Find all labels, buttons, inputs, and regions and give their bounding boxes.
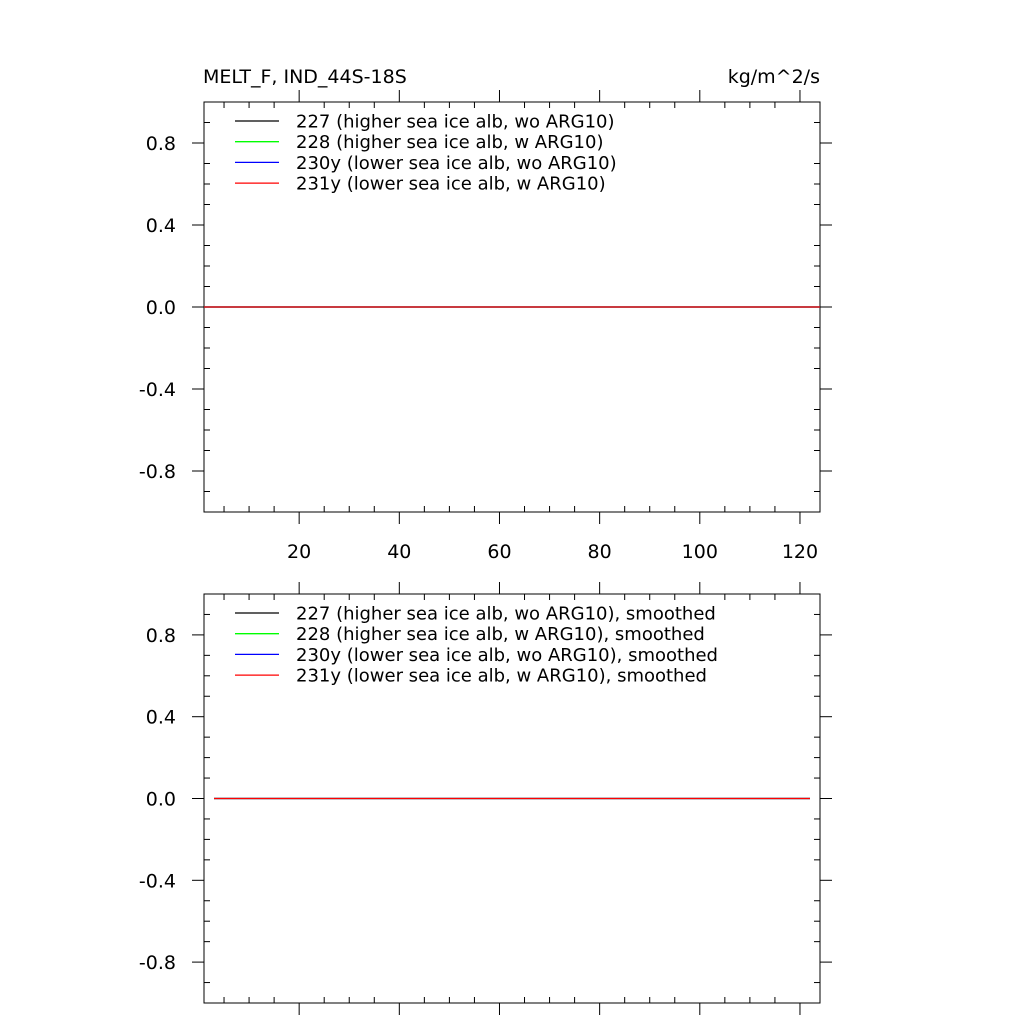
x-tick-label: 80 [588, 541, 612, 563]
legend-label: 230y (lower sea ice alb, wo ARG10) [296, 153, 617, 174]
y-tick-label: 0.4 [146, 707, 176, 729]
y-tick-label: -0.8 [139, 461, 176, 483]
legend-label: 227 (higher sea ice alb, wo ARG10) [296, 112, 615, 133]
y-tick-label: 0.8 [146, 625, 176, 647]
chart-title: MELT_F, IND_44S-18S [203, 66, 407, 88]
x-tick-label: 40 [387, 541, 411, 563]
chart-units: kg/m^2/s [728, 66, 820, 88]
y-tick-label: -0.4 [139, 379, 176, 401]
x-tick-label: 120 [782, 541, 818, 563]
legend-label: 228 (higher sea ice alb, w ARG10), smoot… [296, 624, 705, 645]
y-tick-label: 0.0 [146, 789, 176, 811]
legend-label: 230y (lower sea ice alb, wo ARG10), smoo… [296, 645, 718, 666]
y-tick-label: 0.8 [146, 133, 176, 155]
legend-label: 228 (higher sea ice alb, w ARG10) [296, 132, 603, 153]
x-tick-label: 20 [287, 541, 311, 563]
x-tick-label: 60 [487, 541, 511, 563]
x-tick-label: 100 [682, 541, 718, 563]
y-tick-label: -0.4 [139, 870, 176, 892]
y-tick-label: -0.8 [139, 952, 176, 974]
bottom-panel: -0.8 -0.4 0.0 0.4 0.8 227 (higher sea ice alb… [139, 582, 832, 1015]
legend: 227 (higher sea ice alb, wo ARG10), smoo… [235, 604, 718, 687]
legend: 227 (higher sea ice alb, wo ARG10)228 (h… [235, 112, 617, 195]
top-panel: 20 40 60 80 100 120 -0.8 -0.4 0.0 0.4 0.8 227 (high… [139, 90, 832, 563]
legend-label: 231y (lower sea ice alb, w ARG10), smoot… [296, 666, 707, 687]
legend-label: 227 (higher sea ice alb, wo ARG10), smoo… [296, 604, 716, 625]
legend-label: 231y (lower sea ice alb, w ARG10) [296, 174, 606, 195]
y-tick-label: 0.4 [146, 215, 176, 237]
y-tick-label: 0.0 [146, 297, 176, 319]
